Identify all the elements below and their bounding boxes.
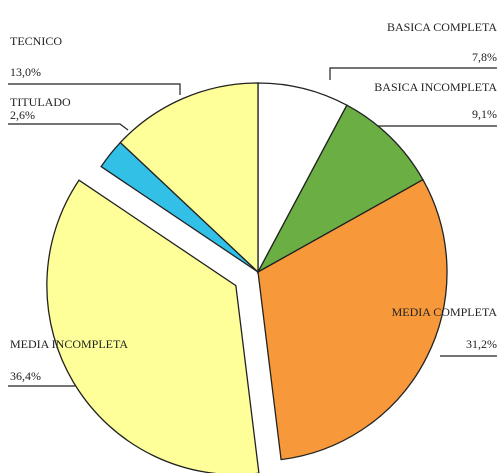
value-label: 7,8% (472, 50, 497, 64)
category-label: BASICA COMPLETA (387, 20, 497, 34)
pie-slice (256, 104, 424, 274)
labels: BASICA COMPLETA 7,8% BASICA INCOMPLETA 9,1%… (10, 20, 497, 383)
category-label: MEDIA COMPLETA (392, 305, 498, 319)
value-label: 2,6% (10, 108, 35, 122)
leader-line (8, 83, 181, 95)
leader-lines (8, 67, 497, 387)
pie-slice (46, 179, 260, 473)
value-label: 31,2% (466, 337, 497, 351)
pie-slice (257, 82, 348, 273)
leader-line (8, 123, 129, 131)
leader-line (329, 67, 497, 80)
pie-slice (119, 82, 259, 274)
pie-slice (257, 178, 448, 461)
value-label: 9,1% (472, 107, 497, 121)
category-label: BASICA INCOMPLETA (374, 80, 497, 94)
value-label: 36,4% (10, 369, 41, 383)
category-label: TITULADO (10, 95, 71, 109)
value-label: 13,0% (10, 65, 41, 79)
pie (46, 82, 448, 473)
category-label: TECNICO (10, 34, 62, 48)
category-label: MEDIA INCOMPLETA (10, 337, 128, 351)
